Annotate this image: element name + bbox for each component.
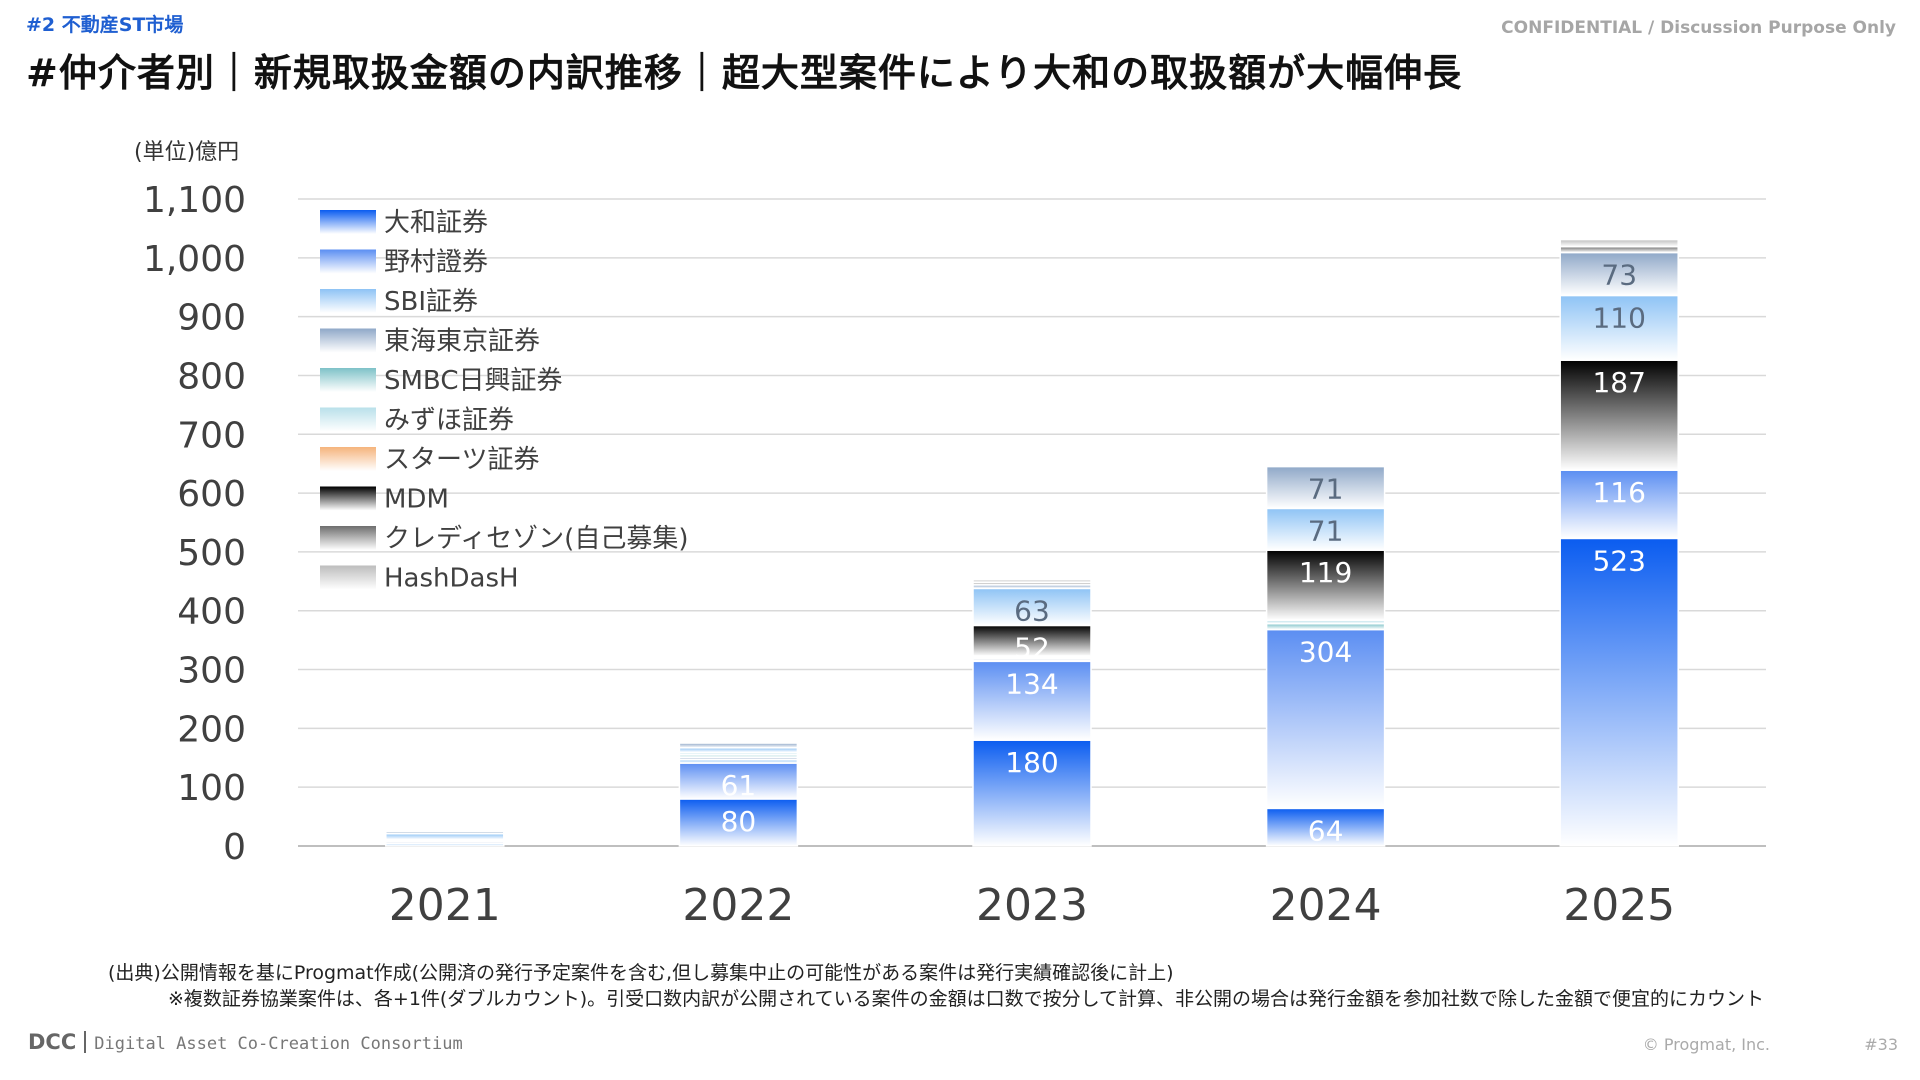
data-label: 116 — [1592, 476, 1645, 509]
source-note: (出典)公開情報を基にProgmat作成(公開済の発行予定案件を含む,但し募集中… — [108, 962, 1174, 984]
bars — [385, 238, 1679, 847]
section-label: #2 不動産ST市場 — [26, 14, 184, 36]
data-label: 180 — [1005, 746, 1058, 779]
data-label: 63 — [1014, 594, 1050, 627]
bar-segment — [1265, 807, 1386, 847]
bar-segment — [1559, 294, 1679, 361]
stacked-bar-chart: 0 100 200 300 400 500 600 700 800 900 1,000 1,100 8… — [143, 180, 1766, 931]
bar-segment — [1265, 622, 1386, 631]
bar-segment — [1559, 251, 1679, 297]
data-label: 119 — [1299, 556, 1352, 589]
legend-label: みずほ証券 — [384, 406, 514, 436]
y-tick-label: 400 — [177, 592, 246, 633]
legend-label: 大和証券 — [384, 208, 488, 238]
counting-note: ※複数証券協業案件は、各+1件(ダブルカウント)。引受口数内訳が公開されている案… — [168, 988, 1765, 1010]
bar-segment — [1559, 359, 1679, 471]
data-label: 134 — [1005, 667, 1058, 700]
page-number: #33 — [1864, 1035, 1898, 1054]
copyright: © Progmat, Inc. — [1642, 1035, 1770, 1054]
bar-segment — [972, 578, 1092, 584]
data-label: 52 — [1014, 631, 1050, 664]
data-label: 304 — [1299, 636, 1352, 669]
bar-segment — [1265, 507, 1386, 551]
y-tick-label: 1,100 — [143, 180, 246, 221]
bar-segment — [678, 742, 799, 749]
y-tick-label: 300 — [177, 651, 246, 692]
consortium-name: Digital Asset Co-Creation Consortium — [94, 1034, 463, 1054]
x-tick-label: 2024 — [1270, 880, 1382, 931]
bar-segment — [972, 739, 1092, 847]
legend-label: クレディセゾン(自己募集) — [384, 524, 688, 554]
legend-label: SMBC日興証券 — [384, 366, 562, 396]
bar-segment — [385, 828, 505, 831]
legend-swatch — [320, 407, 376, 432]
bar-segment — [972, 660, 1092, 741]
y-tick-label: 1,000 — [143, 239, 246, 280]
bar-segment — [1265, 628, 1386, 810]
y-axis-ticks: 0 100 200 300 400 500 600 700 800 900 1,000 1,100 — [143, 180, 246, 868]
legend-swatch — [320, 565, 376, 590]
legend-label: 野村證券 — [384, 248, 488, 278]
data-label: 73 — [1601, 259, 1637, 292]
y-tick-label: 500 — [177, 533, 246, 574]
bar-segment — [1559, 537, 1679, 847]
bar-segment — [1265, 465, 1386, 510]
legend-swatch — [320, 526, 376, 550]
unit-label: (単位)億円 — [134, 140, 240, 165]
x-tick-label: 2025 — [1563, 880, 1675, 931]
legend-label: SBI証券 — [384, 287, 478, 317]
data-label: 523 — [1592, 544, 1645, 577]
y-tick-label: 0 — [223, 827, 246, 868]
data-label: 71 — [1308, 514, 1344, 547]
dcc-logo-mark: DCC — [28, 1030, 77, 1054]
x-axis-ticks: 2021 2022 2023 2024 2025 — [389, 880, 1675, 931]
y-tick-label: 700 — [177, 415, 246, 456]
x-tick-label: 2023 — [976, 880, 1088, 931]
x-tick-label: 2021 — [389, 880, 501, 931]
data-label: 80 — [721, 805, 757, 838]
legend-swatch — [320, 486, 376, 511]
bar-segment — [678, 762, 799, 800]
data-label: 61 — [721, 769, 757, 802]
legend-label: スターツ証券 — [384, 445, 539, 475]
legend-label: MDM — [384, 485, 449, 515]
legend-label: HashDasH — [384, 564, 519, 594]
data-label: 64 — [1308, 814, 1344, 847]
legend-swatch — [320, 328, 376, 353]
bar-segment — [1559, 469, 1679, 540]
data-label: 110 — [1592, 301, 1645, 334]
bar-segment — [1559, 245, 1679, 254]
legend-label: 東海東京証券 — [384, 327, 540, 357]
legend-swatch — [320, 210, 376, 234]
page-title: #仲介者別｜新規取扱金額の内訳推移｜超大型案件により大和の取扱額が大幅伸長 — [26, 51, 1463, 95]
y-tick-label: 800 — [177, 356, 246, 397]
y-tick-label: 900 — [177, 298, 246, 339]
bar-segment — [678, 798, 799, 847]
footer-brand: DCC Digital Asset Co-Creation Consortium — [28, 1030, 463, 1054]
data-label: 187 — [1592, 366, 1645, 399]
data-label: 71 — [1308, 473, 1344, 506]
legend-swatch — [320, 447, 376, 471]
brand-divider — [84, 1031, 87, 1053]
bar-segment — [385, 832, 505, 841]
legend-swatch — [320, 289, 376, 313]
x-tick-label: 2022 — [682, 880, 794, 931]
y-tick-label: 600 — [177, 474, 246, 515]
confidential-notice: CONFIDENTIAL / Discussion Purpose Only — [1501, 18, 1896, 38]
legend-swatch — [320, 249, 376, 274]
bar-segment — [1559, 238, 1679, 248]
y-tick-label: 200 — [177, 709, 246, 750]
y-tick-label: 100 — [177, 768, 246, 809]
legend-swatch — [320, 368, 376, 392]
